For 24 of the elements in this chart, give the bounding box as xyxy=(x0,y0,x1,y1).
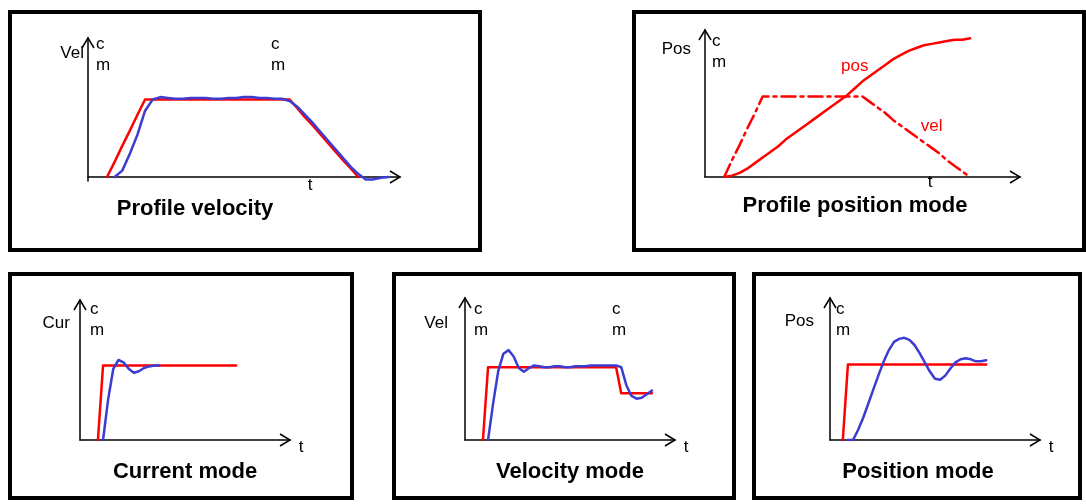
text: Position mode xyxy=(842,457,994,483)
text: c m xyxy=(96,34,111,74)
text: Velocity mode xyxy=(496,457,644,483)
text: c m xyxy=(271,34,286,74)
series-label: vel xyxy=(920,115,943,135)
annotation: c m xyxy=(712,31,727,71)
series-label: pos xyxy=(841,56,869,76)
text: Profile position mode xyxy=(742,191,968,217)
y-axis-title: Cur xyxy=(42,312,71,332)
y-axis-title: Vel xyxy=(60,42,84,62)
x-axis-title: t xyxy=(683,436,689,456)
text: c m xyxy=(474,299,489,339)
text: c m xyxy=(90,299,105,339)
x-axis-title: t xyxy=(298,436,304,456)
text: c m xyxy=(612,299,627,339)
y-axis-title: Pos xyxy=(661,38,691,58)
x-axis-title: t xyxy=(927,171,933,191)
x-axis-title: t xyxy=(1048,436,1054,456)
x-axis-title: t xyxy=(307,174,313,194)
y-axis-title: Pos xyxy=(784,310,814,330)
text: Profile velocity xyxy=(116,194,275,220)
y-axis-title: Vel xyxy=(424,312,448,332)
annotation: c m xyxy=(836,299,851,339)
text: Current mode xyxy=(112,457,258,483)
